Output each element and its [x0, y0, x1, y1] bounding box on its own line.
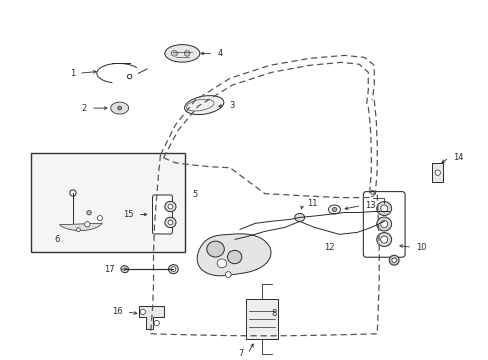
- Text: 9: 9: [368, 190, 374, 199]
- Ellipse shape: [331, 207, 336, 211]
- Ellipse shape: [328, 205, 340, 214]
- Ellipse shape: [70, 190, 76, 196]
- Ellipse shape: [217, 259, 226, 268]
- Ellipse shape: [164, 217, 176, 228]
- Ellipse shape: [206, 241, 224, 257]
- Ellipse shape: [76, 228, 80, 231]
- Text: 3: 3: [228, 100, 234, 109]
- Text: 15: 15: [123, 210, 133, 219]
- Polygon shape: [431, 163, 442, 182]
- Ellipse shape: [168, 265, 178, 274]
- Ellipse shape: [168, 220, 172, 225]
- Ellipse shape: [84, 222, 90, 227]
- Bar: [245, 299, 277, 339]
- Ellipse shape: [140, 309, 145, 315]
- Text: 16: 16: [112, 307, 122, 316]
- Ellipse shape: [294, 213, 304, 221]
- Ellipse shape: [434, 170, 440, 175]
- Ellipse shape: [376, 217, 391, 231]
- Text: 10: 10: [415, 243, 426, 252]
- Ellipse shape: [87, 211, 91, 215]
- Ellipse shape: [171, 267, 176, 271]
- Ellipse shape: [380, 205, 387, 212]
- Text: 4: 4: [217, 49, 222, 58]
- Text: 14: 14: [452, 153, 462, 162]
- Polygon shape: [59, 223, 102, 230]
- Ellipse shape: [391, 258, 396, 262]
- Ellipse shape: [227, 250, 242, 264]
- Ellipse shape: [168, 204, 172, 209]
- Ellipse shape: [164, 45, 200, 62]
- Text: 11: 11: [306, 199, 317, 208]
- Ellipse shape: [376, 233, 391, 247]
- Text: 1: 1: [70, 69, 75, 78]
- Ellipse shape: [171, 51, 177, 56]
- Text: 5: 5: [192, 190, 197, 199]
- Ellipse shape: [184, 96, 224, 114]
- Text: 7: 7: [238, 349, 244, 358]
- Polygon shape: [197, 234, 270, 276]
- Text: 8: 8: [271, 309, 277, 318]
- Polygon shape: [111, 102, 128, 114]
- FancyBboxPatch shape: [152, 195, 172, 234]
- Text: 2: 2: [81, 104, 87, 113]
- Ellipse shape: [121, 266, 128, 273]
- FancyBboxPatch shape: [363, 192, 404, 257]
- Ellipse shape: [380, 236, 387, 243]
- Bar: [31, 153, 185, 252]
- Ellipse shape: [164, 201, 176, 212]
- Ellipse shape: [184, 51, 189, 56]
- Text: 6: 6: [54, 235, 60, 244]
- Ellipse shape: [97, 216, 102, 221]
- Text: 13: 13: [365, 201, 375, 210]
- Ellipse shape: [380, 221, 387, 228]
- Ellipse shape: [388, 255, 398, 265]
- Polygon shape: [138, 306, 163, 329]
- Ellipse shape: [118, 106, 122, 110]
- Text: 12: 12: [324, 243, 334, 252]
- Text: 17: 17: [104, 265, 115, 274]
- Ellipse shape: [376, 202, 391, 216]
- Ellipse shape: [225, 272, 231, 278]
- Ellipse shape: [154, 320, 159, 326]
